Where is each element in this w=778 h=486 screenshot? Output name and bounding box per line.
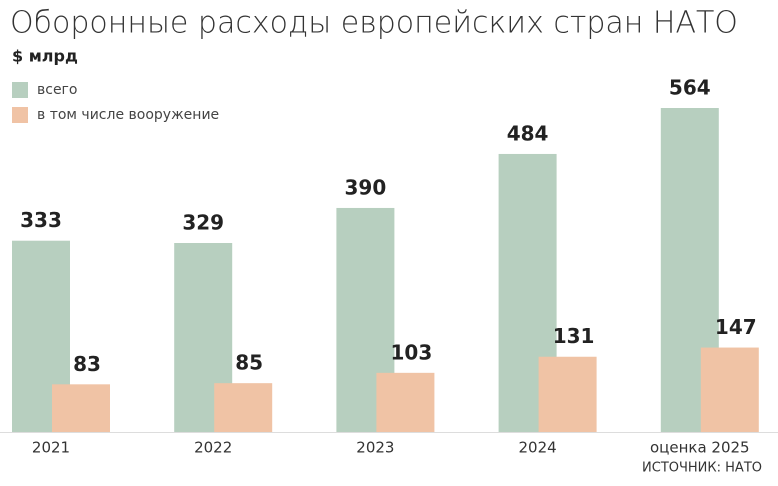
chart-title: Оборонные расходы европейских стран НАТО	[10, 6, 738, 41]
x-tick-label: оценка 2025	[650, 439, 750, 457]
chart-subtitle: $ млрд	[12, 47, 78, 66]
value-label: 484	[507, 121, 549, 145]
value-label: 564	[669, 76, 711, 100]
x-tick-label: 2021	[32, 439, 70, 457]
value-label: 131	[553, 324, 595, 348]
source: ИСТОЧНИК: НАТО	[642, 461, 762, 476]
value-label: 83	[73, 352, 101, 376]
bar	[214, 383, 273, 432]
legend-swatch	[12, 82, 28, 98]
bar	[700, 347, 759, 432]
x-tick-label: 2023	[356, 439, 394, 457]
x-tick-label: 2024	[519, 439, 557, 457]
bar	[538, 356, 597, 432]
bar	[376, 372, 435, 432]
value-label: 85	[235, 351, 263, 375]
value-label: 333	[20, 208, 62, 232]
legend-swatch	[12, 107, 28, 123]
legend-label: всего	[37, 82, 77, 98]
bar	[52, 384, 110, 432]
x-tick-label: 2022	[194, 439, 232, 457]
value-label: 390	[345, 175, 387, 199]
value-label: 103	[391, 340, 433, 364]
value-label: 147	[715, 315, 757, 339]
legend-label: в том числе вооружение	[37, 107, 219, 123]
value-label: 329	[182, 211, 224, 235]
